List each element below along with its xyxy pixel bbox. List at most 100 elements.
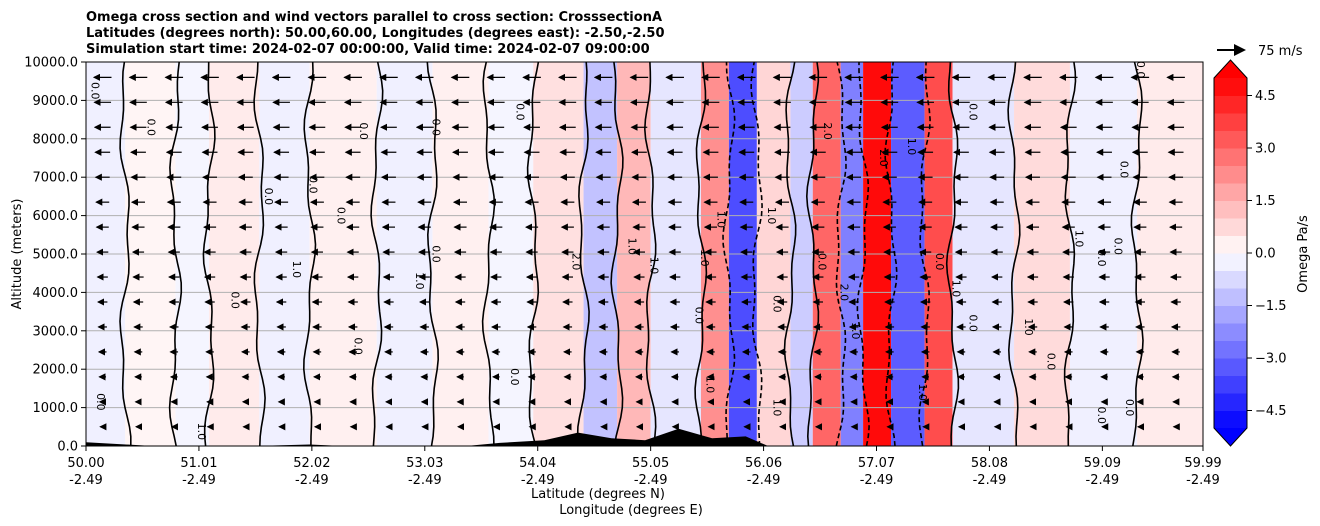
- colorbar-segment-4: [1214, 340, 1247, 359]
- colorbar-segment-17: [1214, 113, 1247, 131]
- contour-label-38: 0.0: [1045, 353, 1058, 371]
- x-tick-lat-10: 59.99: [1184, 456, 1221, 471]
- contour-line-16: [783, 62, 797, 446]
- colorbar-segment-12: [1214, 200, 1247, 219]
- colorbar-tick-label-4: −1.5: [1255, 299, 1287, 314]
- contour-label-26: 0.0: [815, 253, 828, 271]
- x-tick-lat-0: 50.00: [67, 456, 104, 471]
- colorbar-segment-1: [1214, 393, 1247, 411]
- contour-label-6: 1.0: [290, 261, 303, 279]
- y-tick-label-2: 2000.0: [33, 363, 79, 378]
- y-tick-label-8: 8000.0: [33, 132, 79, 147]
- contour-line-4: [253, 62, 266, 446]
- y-tick-label-7: 7000.0: [33, 171, 79, 186]
- contour-line-11: [610, 62, 624, 446]
- contour-label-24: 0.0: [771, 295, 784, 313]
- contour-label-7: 0.0: [307, 176, 320, 194]
- contour-label-36: 0.0: [966, 103, 979, 121]
- x-tick-lat-8: 58.08: [971, 456, 1008, 471]
- colorbar-segment-7: [1214, 288, 1247, 306]
- contour-label-33: 0.0: [933, 253, 946, 271]
- contour-label-8: 0.0: [335, 207, 348, 225]
- contour-label-29: 1.0: [849, 322, 862, 340]
- x-tick-lon-6: -2.49: [747, 473, 781, 488]
- contour-label-37: 1.0: [1022, 318, 1035, 336]
- colorbar-label: Omega Pa/s: [1296, 215, 1311, 293]
- contour-label-9: 0.0: [351, 337, 364, 355]
- colorbar-segment-14: [1214, 165, 1247, 184]
- colorbar-extend-bottom: [1214, 428, 1247, 446]
- colorbar-tick-label-6: −4.5: [1255, 404, 1287, 419]
- title-line-1: Omega cross section and wind vectors par…: [86, 10, 662, 25]
- contour-line-9: [526, 62, 540, 446]
- colorbar-outline: [1213, 59, 1248, 447]
- contour-label-0: 0.0: [94, 393, 107, 411]
- contour-label-30: 2.0: [877, 149, 890, 167]
- contour-line-8: [481, 62, 496, 446]
- contour-label-27: 2.0: [821, 122, 834, 140]
- x-axis-label-longitude: Longitude (degrees E): [559, 503, 703, 518]
- contour-line-7: [426, 62, 440, 446]
- contour-line-1: [119, 62, 132, 446]
- x-tick-lat-3: 53.03: [406, 456, 443, 471]
- contour-label-19: 1.0: [698, 249, 711, 267]
- wind-vectors: [92, 73, 1185, 431]
- contour-label-1: 1.0: [195, 423, 208, 441]
- plot-area: 0.0 1.0 0.0 0.0 0.0 0.0 1.0 0.0 0.0 0.0 0.0 1.0 0.0 0…: [86, 62, 1203, 446]
- x-tick-lat-9: 59.09: [1084, 456, 1121, 471]
- x-tick-lon-0: -2.49: [69, 473, 103, 488]
- contour-line-6: [370, 62, 384, 446]
- contour-label-39: 1.0: [1073, 230, 1086, 248]
- colorbar-tick-label-2: 1.5: [1255, 194, 1276, 209]
- x-axis-label-latitude: Latitude (degrees N): [531, 487, 665, 502]
- colorbar-segment-15: [1214, 148, 1247, 166]
- colorbar-segment-11: [1214, 218, 1247, 236]
- contour-label-12: 0.0: [430, 119, 443, 137]
- x-tick-lon-7: -2.49: [860, 473, 894, 488]
- contour-label-3: 0.0: [144, 119, 157, 137]
- colorbar-tick-label-1: 3.0: [1255, 142, 1276, 157]
- y-tick-label-10: 10000.0: [24, 56, 78, 71]
- x-tick-lon-5: -2.49: [634, 473, 668, 488]
- contour-line-20: [884, 62, 898, 446]
- x-tick-lat-2: 52.02: [293, 456, 330, 471]
- colorbar-segment-5: [1214, 323, 1247, 341]
- colorbar-tick-label-0: 4.5: [1255, 89, 1276, 104]
- x-tick-lat-5: 55.05: [632, 456, 669, 471]
- x-tick-lat-7: 57.07: [858, 456, 895, 471]
- contour-line-2: [168, 62, 183, 446]
- colorbar-segment-10: [1214, 235, 1247, 254]
- x-axis: 50.00 -2.49 51.01 -2.49 52.02 -2.49 53.03 -2.49…: [67, 446, 1222, 488]
- colorbar-segment-16: [1214, 130, 1247, 149]
- contour-line-23: [1007, 62, 1021, 446]
- contour-label-10: 0.0: [357, 122, 370, 140]
- colorbar-extend-top: [1214, 60, 1247, 78]
- contour-label-42: 0.0: [1123, 399, 1136, 417]
- y-tick-label-4: 4000.0: [33, 286, 79, 301]
- chart-title: Omega cross section and wind vectors par…: [86, 10, 665, 57]
- contour-label-2: 0.0: [89, 82, 102, 100]
- contour-label-43: 0.0: [1112, 238, 1125, 256]
- contour-labels: 0.0 1.0 0.0 0.0 0.0 0.0 1.0 0.0 0.0 0.0 0.0 1.0 0.0 0…: [89, 62, 1147, 441]
- contour-label-34: 1.0: [950, 280, 963, 298]
- y-tick-label-1: 1000.0: [33, 401, 79, 416]
- colorbar-segment-19: [1214, 78, 1247, 96]
- terrain-silhouette: [86, 428, 1203, 446]
- contour-line-19: [856, 62, 870, 446]
- y-tick-label-5: 5000.0: [33, 248, 79, 263]
- colorbar-segment-6: [1214, 305, 1247, 324]
- y-tick-label-0: 0.0: [57, 440, 78, 455]
- colorbar-segment-8: [1214, 270, 1247, 289]
- title-line-3: Simulation start time: 2024-02-07 00:00:…: [86, 42, 650, 57]
- contour-label-20: 0.0: [692, 307, 705, 325]
- y-tick-label-9: 9000.0: [33, 94, 79, 109]
- colorbar-segment-9: [1214, 253, 1247, 271]
- x-tick-lat-4: 54.04: [519, 456, 556, 471]
- contour-label-18: 1.0: [648, 257, 661, 275]
- contour-label-23: 1.0: [765, 207, 778, 225]
- contour-label-11: 1.0: [413, 272, 426, 290]
- contour-line-14: [722, 62, 736, 446]
- x-tick-lon-9: -2.49: [1086, 473, 1120, 488]
- title-line-2: Latitudes (degrees north): 50.00,60.00, …: [86, 26, 665, 41]
